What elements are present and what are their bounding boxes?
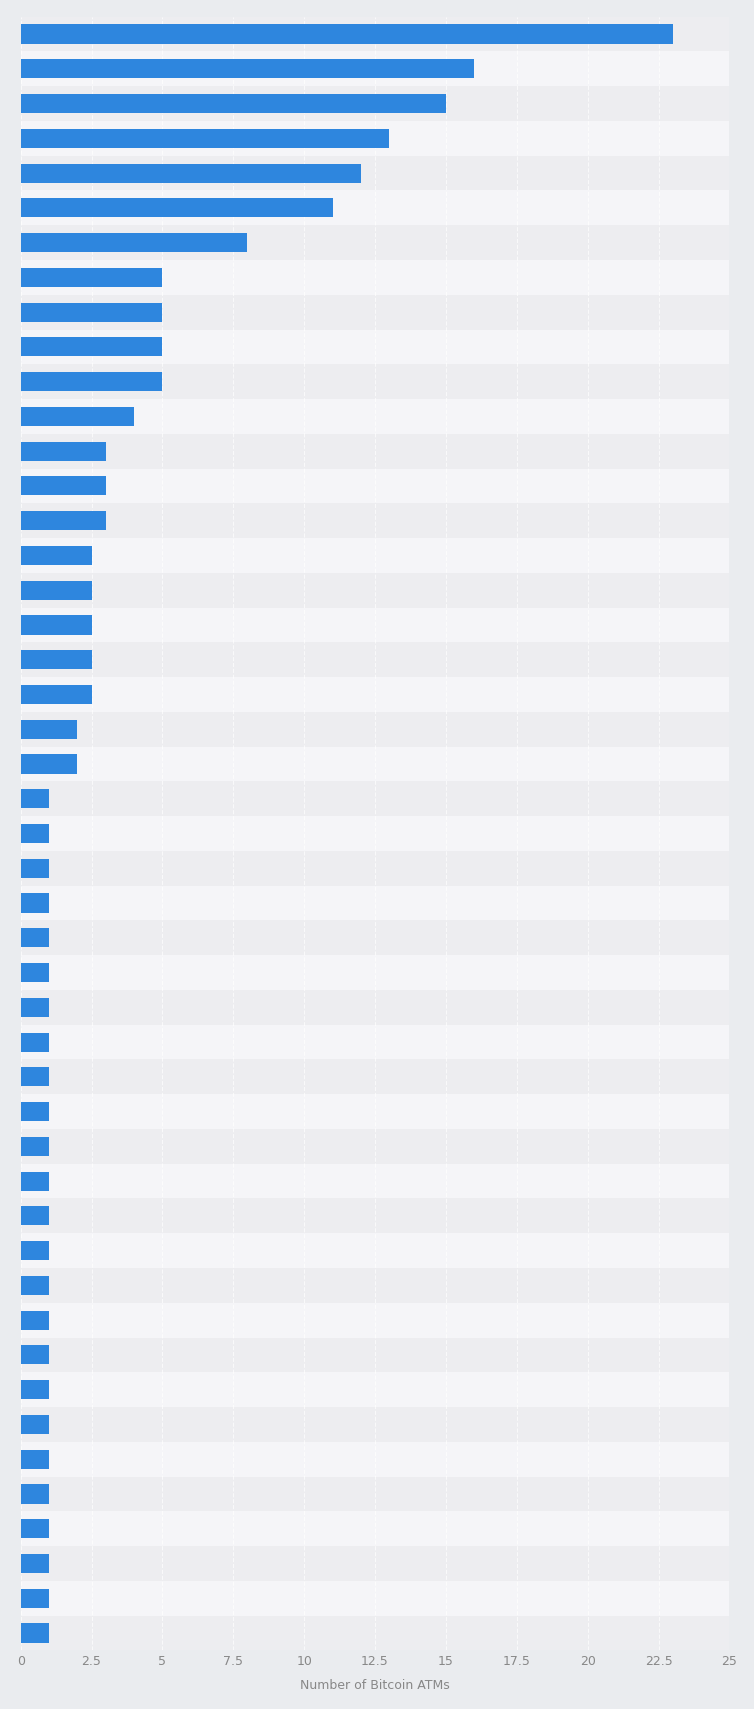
Bar	[20, 1277, 49, 1295]
Bar	[20, 998, 49, 1017]
Bar	[20, 164, 361, 183]
Bar	[20, 302, 162, 321]
Bar	[20, 198, 333, 217]
Bar	[20, 156, 729, 190]
Bar	[20, 1615, 729, 1651]
Bar	[20, 545, 91, 566]
Bar	[20, 1311, 49, 1330]
Bar	[20, 434, 729, 468]
Bar	[20, 955, 729, 990]
Bar	[20, 928, 49, 947]
Bar	[20, 1302, 729, 1338]
Bar	[20, 441, 106, 461]
Bar	[20, 990, 729, 1025]
X-axis label: Number of Bitcoin ATMs: Number of Bitcoin ATMs	[300, 1680, 450, 1692]
Bar	[20, 1407, 729, 1442]
Bar	[20, 502, 729, 538]
Bar	[20, 1477, 729, 1511]
Bar	[20, 790, 49, 808]
Bar	[20, 851, 729, 885]
Bar	[20, 1553, 49, 1572]
Bar	[20, 477, 106, 496]
Bar	[20, 1519, 49, 1538]
Bar	[20, 268, 162, 287]
Bar	[20, 677, 729, 713]
Bar	[20, 615, 91, 634]
Bar	[20, 398, 729, 434]
Bar	[20, 747, 729, 781]
Bar	[20, 1234, 729, 1268]
Bar	[20, 511, 106, 530]
Bar	[20, 921, 729, 955]
Bar	[20, 330, 729, 364]
Bar	[20, 94, 446, 113]
Bar	[20, 1241, 49, 1260]
Bar	[20, 1345, 49, 1364]
Bar	[20, 649, 91, 670]
Bar	[20, 1068, 49, 1087]
Bar	[20, 1268, 729, 1302]
Bar	[20, 1381, 49, 1400]
Bar	[20, 608, 729, 643]
Bar	[20, 962, 49, 983]
Bar	[20, 1624, 49, 1642]
Bar	[20, 824, 49, 843]
Bar	[20, 1372, 729, 1407]
Bar	[20, 51, 729, 85]
Bar	[20, 17, 729, 51]
Bar	[20, 1338, 729, 1372]
Bar	[20, 581, 91, 600]
Bar	[20, 713, 729, 747]
Bar	[20, 643, 729, 677]
Bar	[20, 754, 78, 774]
Bar	[20, 1025, 729, 1060]
Bar	[20, 260, 729, 294]
Bar	[20, 1442, 729, 1477]
Bar	[20, 85, 729, 121]
Bar	[20, 1449, 49, 1468]
Bar	[20, 1094, 729, 1130]
Bar	[20, 858, 49, 878]
Bar	[20, 373, 162, 391]
Bar	[20, 1581, 729, 1615]
Bar	[20, 538, 729, 573]
Bar	[20, 1164, 729, 1198]
Bar	[20, 1032, 49, 1051]
Bar	[20, 60, 474, 79]
Bar	[20, 1511, 729, 1547]
Bar	[20, 781, 729, 817]
Bar	[20, 407, 134, 426]
Bar	[20, 364, 729, 398]
Bar	[20, 468, 729, 502]
Bar	[20, 1547, 729, 1581]
Bar	[20, 1060, 729, 1094]
Bar	[20, 1415, 49, 1434]
Bar	[20, 121, 729, 156]
Bar	[20, 337, 162, 357]
Bar	[20, 232, 247, 253]
Bar	[20, 190, 729, 226]
Bar	[20, 128, 389, 149]
Bar	[20, 1485, 49, 1504]
Bar	[20, 294, 729, 330]
Bar	[20, 1198, 729, 1234]
Bar	[20, 817, 729, 851]
Bar	[20, 719, 78, 738]
Bar	[20, 24, 673, 44]
Bar	[20, 573, 729, 608]
Bar	[20, 1589, 49, 1608]
Bar	[20, 885, 729, 921]
Bar	[20, 894, 49, 913]
Bar	[20, 1136, 49, 1155]
Bar	[20, 1102, 49, 1121]
Bar	[20, 1130, 729, 1164]
Bar	[20, 685, 91, 704]
Bar	[20, 1207, 49, 1225]
Bar	[20, 1172, 49, 1191]
Bar	[20, 226, 729, 260]
